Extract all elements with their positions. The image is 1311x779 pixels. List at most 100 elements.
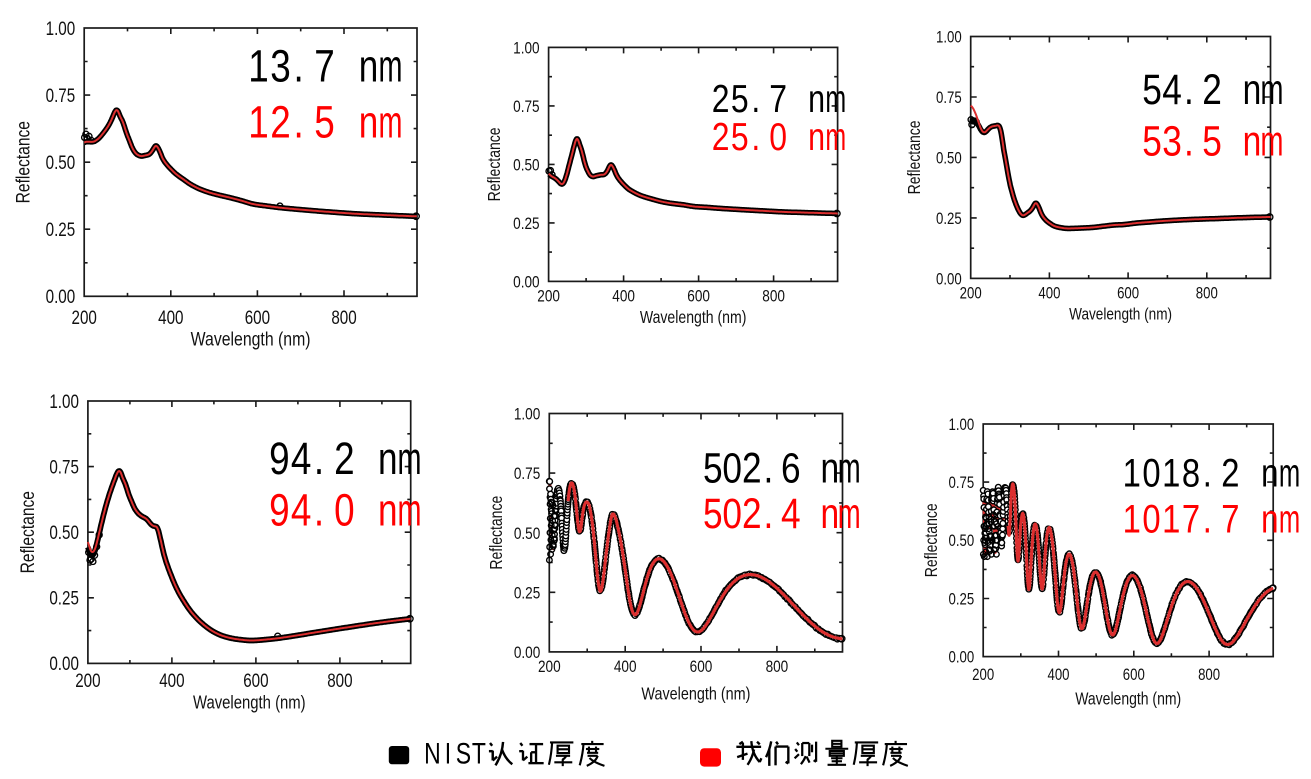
svg-text:0.00: 0.00: [513, 273, 539, 292]
svg-text:4: 4: [291, 434, 312, 484]
svg-text:1.00: 1.00: [936, 28, 962, 47]
svg-text:7: 7: [769, 77, 787, 121]
svg-text:0.00: 0.00: [46, 285, 76, 307]
svg-text:1.00: 1.00: [49, 390, 79, 412]
svg-text:0: 0: [722, 444, 742, 492]
svg-text:m: m: [1279, 452, 1300, 496]
svg-text:2: 2: [1202, 66, 1222, 114]
svg-text:9: 9: [269, 434, 290, 484]
svg-text:800: 800: [327, 669, 352, 691]
svg-text:Reflectance: Reflectance: [923, 503, 942, 577]
svg-text:0: 0: [769, 115, 787, 159]
svg-text:3: 3: [1162, 117, 1182, 165]
svg-text:5: 5: [731, 77, 749, 121]
svg-text:m: m: [398, 486, 422, 536]
svg-text:.: .: [314, 485, 324, 535]
svg-text:800: 800: [762, 287, 785, 306]
svg-text:800: 800: [331, 306, 356, 328]
svg-text:.: .: [751, 77, 760, 121]
svg-text:.: .: [1203, 450, 1212, 495]
svg-text:600: 600: [690, 658, 713, 677]
svg-text:Reflectance: Reflectance: [16, 491, 38, 573]
svg-text:.: .: [1203, 497, 1212, 542]
svg-text:0.50: 0.50: [514, 524, 540, 543]
svg-text:9: 9: [269, 485, 290, 535]
svg-text:4: 4: [1162, 66, 1182, 114]
svg-text:3: 3: [270, 41, 291, 91]
svg-text:2: 2: [742, 444, 762, 492]
svg-text:n: n: [359, 96, 379, 147]
svg-text:600: 600: [687, 287, 710, 306]
svg-text:n: n: [808, 77, 825, 120]
svg-text:m: m: [379, 98, 403, 148]
svg-text:Wavelength (nm): Wavelength (nm): [640, 309, 747, 328]
svg-text:800: 800: [766, 658, 789, 677]
svg-text:.: .: [294, 41, 304, 91]
svg-text:0: 0: [334, 485, 355, 535]
svg-text:0.25: 0.25: [514, 584, 540, 603]
svg-text:Wavelength (nm): Wavelength (nm): [193, 692, 306, 713]
svg-text:0.75: 0.75: [949, 474, 975, 493]
svg-text:n: n: [820, 445, 839, 493]
svg-text:5: 5: [703, 490, 723, 538]
svg-text:0.00: 0.00: [949, 648, 975, 667]
svg-text:2: 2: [712, 115, 730, 159]
svg-text:5: 5: [1142, 66, 1162, 114]
svg-text:400: 400: [159, 669, 184, 691]
svg-text:1.00: 1.00: [514, 405, 540, 424]
svg-text:200: 200: [960, 284, 982, 303]
svg-text:200: 200: [75, 669, 100, 691]
svg-text:Wavelength (nm): Wavelength (nm): [1075, 690, 1181, 709]
svg-text:600: 600: [1123, 666, 1145, 685]
svg-text:2: 2: [270, 97, 291, 147]
svg-text:n: n: [1261, 497, 1278, 542]
svg-text:800: 800: [1198, 666, 1220, 685]
svg-text:Reflectance: Reflectance: [906, 120, 925, 194]
svg-text:400: 400: [1038, 284, 1060, 303]
svg-text:200: 200: [72, 306, 97, 328]
svg-text:n: n: [359, 40, 379, 91]
svg-text:0.50: 0.50: [49, 521, 79, 543]
svg-text:.: .: [314, 434, 324, 484]
svg-text:m: m: [1261, 65, 1284, 114]
svg-text:0.75: 0.75: [514, 465, 540, 484]
svg-text:I: I: [445, 737, 451, 770]
svg-text:1: 1: [1123, 497, 1141, 542]
svg-text:800: 800: [1196, 284, 1218, 303]
svg-text:600: 600: [243, 669, 268, 691]
svg-text:5: 5: [703, 444, 723, 492]
svg-text:0: 0: [1142, 497, 1160, 542]
svg-text:400: 400: [1047, 666, 1069, 685]
svg-text:0.75: 0.75: [49, 456, 79, 478]
svg-text:Wavelength (nm): Wavelength (nm): [191, 328, 311, 350]
svg-text:400: 400: [612, 287, 635, 306]
svg-text:0.25: 0.25: [46, 218, 76, 240]
svg-text:6: 6: [781, 444, 801, 492]
svg-text:1: 1: [248, 97, 269, 147]
svg-text:.: .: [294, 97, 304, 147]
svg-text:0.50: 0.50: [936, 149, 962, 168]
svg-text:N: N: [424, 737, 441, 770]
svg-text:1: 1: [1123, 450, 1141, 495]
svg-text:7: 7: [314, 41, 335, 91]
svg-text:Wavelength (nm): Wavelength (nm): [641, 684, 750, 704]
svg-text:1: 1: [248, 41, 269, 91]
svg-text:.: .: [1184, 117, 1194, 165]
svg-text:Wavelength (nm): Wavelength (nm): [1069, 305, 1172, 324]
svg-text:0.75: 0.75: [513, 98, 539, 117]
svg-text:S: S: [456, 737, 471, 770]
svg-text:2: 2: [712, 77, 730, 121]
svg-text:1: 1: [1162, 450, 1180, 495]
svg-text:0.25: 0.25: [49, 587, 79, 609]
svg-text:m: m: [398, 435, 422, 485]
svg-text:Reflectance: Reflectance: [12, 121, 34, 203]
svg-text:n: n: [378, 484, 398, 535]
svg-text:T: T: [472, 737, 486, 770]
svg-text:200: 200: [538, 658, 561, 677]
svg-text:m: m: [838, 443, 861, 492]
svg-text:4: 4: [291, 485, 312, 535]
svg-text:4: 4: [781, 490, 801, 538]
svg-text:m: m: [838, 489, 861, 538]
svg-text:1.00: 1.00: [46, 17, 76, 39]
svg-text:n: n: [808, 115, 825, 158]
